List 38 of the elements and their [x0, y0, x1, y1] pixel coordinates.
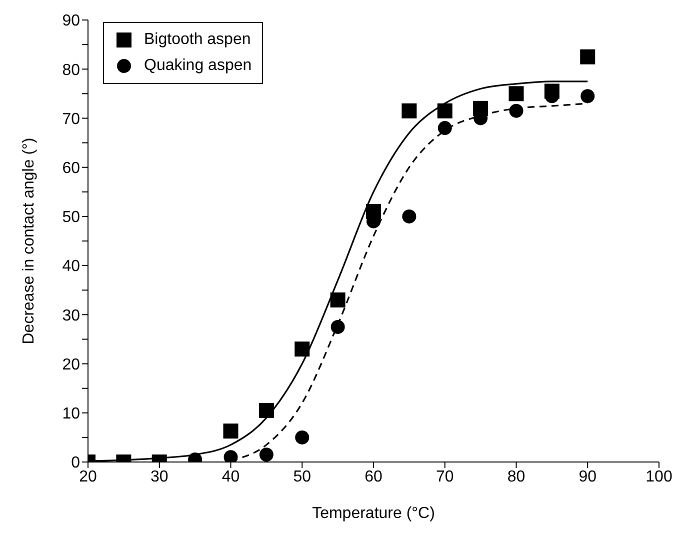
- point: [223, 424, 238, 439]
- y-tick-label: 10: [62, 406, 80, 423]
- point: [402, 209, 416, 224]
- y-tick-label: 40: [62, 258, 80, 276]
- point: [438, 121, 452, 136]
- x-tick-label: 90: [578, 468, 597, 486]
- point: [294, 342, 310, 357]
- y-tick-label: 70: [62, 110, 80, 128]
- y-tick-label: 80: [62, 62, 80, 79]
- point: [330, 292, 346, 308]
- point: [258, 402, 274, 418]
- point: [437, 103, 452, 118]
- legend-label: Quaking aspen: [144, 57, 252, 75]
- y-tick-label: 20: [62, 356, 80, 374]
- y-tick-label: 60: [62, 160, 80, 178]
- x-tick-label: 40: [222, 468, 240, 486]
- x-tick-label: 60: [364, 468, 382, 486]
- x-tick-label: 70: [436, 468, 454, 486]
- point: [580, 89, 595, 104]
- point: [509, 104, 524, 118]
- point: [330, 320, 345, 334]
- x-tick-label: 30: [150, 468, 168, 486]
- point: [259, 448, 274, 462]
- y-tick-label: 90: [62, 12, 80, 30]
- point: [295, 430, 310, 444]
- y-tick-label: 50: [62, 209, 80, 226]
- point: [580, 49, 596, 64]
- y-axis-title: Decrease in contact angle (°): [20, 138, 38, 344]
- y-tick-label: 30: [62, 307, 80, 324]
- x-tick-label: 20: [79, 468, 97, 486]
- point: [402, 103, 417, 118]
- y-tick-label: 0: [71, 454, 80, 472]
- x-tick-label: 50: [293, 468, 312, 486]
- x-tick-label: 80: [507, 468, 526, 486]
- legend-label: Bigtooth aspen: [144, 31, 251, 49]
- x-tick-label: 100: [646, 468, 672, 486]
- x-axis-title: Temperature (°C): [312, 505, 435, 522]
- point: [508, 86, 524, 102]
